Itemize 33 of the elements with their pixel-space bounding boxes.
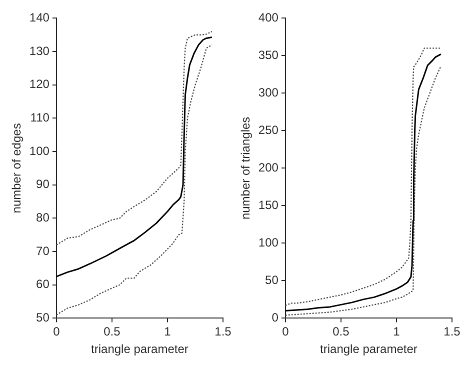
y-tick-label: 200 (258, 160, 279, 175)
x-axis-title: triangle parameter (320, 342, 418, 356)
x-tick-label: 0.5 (332, 324, 350, 339)
y-tick-label: 70 (36, 244, 50, 258)
x-tick-label: 0 (282, 324, 290, 339)
y-tick-label: 0 (272, 310, 279, 325)
y-tick-label: 50 (36, 310, 50, 325)
y-tick-label: 110 (30, 110, 50, 125)
y-axis-title: number of triangles (238, 116, 253, 220)
x-tick-label: 0.5 (104, 324, 121, 339)
x-tick-label: 1 (164, 324, 172, 339)
x-tick-label: 1 (393, 324, 400, 339)
y-tick-label: 100 (258, 236, 279, 250)
y-tick-label: 400 (258, 10, 279, 25)
y-tick-label: 140 (29, 10, 50, 25)
y-tick-label: 50 (265, 273, 279, 288)
y-tick-label: 100 (29, 144, 50, 158)
x-tick-label: 0 (53, 324, 60, 339)
y-tick-label: 350 (258, 48, 279, 62)
y-tick-label: 130 (29, 44, 50, 58)
x-tick-label: 1.5 (214, 324, 232, 339)
y-tick-label: 60 (36, 277, 50, 292)
y-axis-title: number of edges (10, 123, 24, 214)
x-tick-label: 1.5 (444, 324, 461, 339)
y-tick-label: 300 (258, 86, 279, 100)
x-axis-title: triangle parameter (91, 342, 188, 356)
y-tick-label: 250 (258, 123, 279, 138)
y-tick-label: 90 (36, 177, 50, 192)
line-series (56, 30, 212, 246)
y-tick-label: 150 (258, 198, 279, 212)
y-tick-label: 120 (29, 77, 50, 92)
line-series (56, 44, 212, 316)
y-tick-label: 80 (36, 210, 50, 225)
